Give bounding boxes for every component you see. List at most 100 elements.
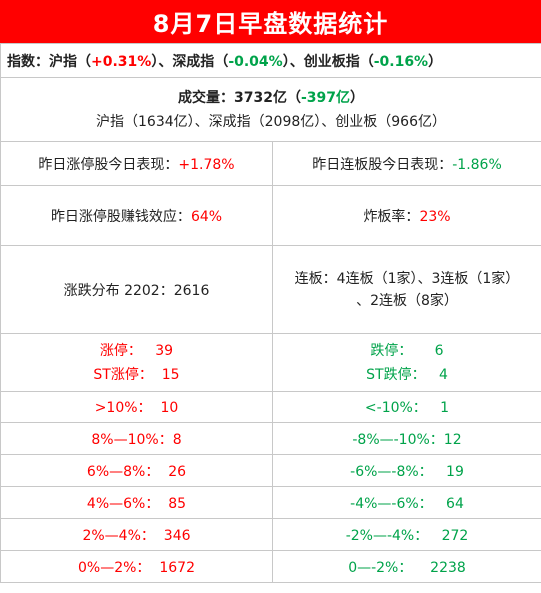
st-limit-down-value: 4 xyxy=(438,366,448,383)
paren-open: （ xyxy=(214,53,229,70)
consecutive-board-line1: 连板：4连板（1家）、3连板（1家） xyxy=(294,270,520,287)
consecutive-board-line2: 、2连板（8家） xyxy=(356,292,458,309)
volume-label: 成交量： xyxy=(177,89,234,106)
page-title: 8月7日早盘数据统计 xyxy=(0,0,541,43)
range-up-value: 8 xyxy=(172,431,182,448)
range-down-value: 2238 xyxy=(430,559,466,576)
range-row: 8%—10%：8 -8%—-10%：12 xyxy=(0,422,541,455)
indices-cell: 指数：沪指（+0.31%）、深成指（-0.04%）、创业板指（-0.16%） xyxy=(0,43,541,78)
sz-index-value: -0.04% xyxy=(228,53,283,70)
range-up-label: 0%—2%： xyxy=(78,559,151,576)
limit-up-line: 涨停： 39 xyxy=(5,339,268,363)
broken-rate-label: 炸板率： xyxy=(363,208,420,225)
limit-up-cell: 涨停： 39 ST涨停： 15 xyxy=(0,333,273,392)
range-up-cell: >10%： 10 xyxy=(0,391,273,423)
volume-row: 成交量：3732亿（-397亿） 沪指（1634亿）、深成指（2098亿）、创业… xyxy=(0,77,541,142)
cy-index-value: -0.16% xyxy=(373,53,429,70)
cy-index-name: 创业板指 xyxy=(303,53,360,70)
range-down-cell: -2%—-4%： 272 xyxy=(272,518,541,551)
distribution-row: 涨跌分布 2202：2616 连板：4连板（1家）、3连板（1家） 、2连板（8… xyxy=(0,245,541,334)
range-row: >10%： 10 <-10%： 1 xyxy=(0,391,541,423)
separator: 、 xyxy=(158,53,173,70)
paren-open: （ xyxy=(77,53,91,70)
paren-close: ） xyxy=(151,53,159,70)
range-up-value: 26 xyxy=(168,463,187,480)
range-row: 6%—8%： 26 -6%—-8%： 19 xyxy=(0,454,541,487)
range-down-value: 19 xyxy=(446,463,464,480)
limit-down-line: 跌停： 6 xyxy=(277,339,537,363)
range-up-value: 85 xyxy=(168,495,187,512)
st-limit-up-label: ST涨停： xyxy=(93,366,153,383)
paren-open: （ xyxy=(286,89,301,106)
limit-count-row: 涨停： 39 ST涨停： 15 跌停： 6 ST跌停： 4 xyxy=(0,333,541,392)
distribution-cell: 涨跌分布 2202：2616 xyxy=(0,245,273,334)
limit-down-value: 6 xyxy=(434,342,444,359)
broken-rate-value: 23% xyxy=(419,208,451,225)
range-down-label: -4%—-6%： xyxy=(350,495,433,512)
volume-cell: 成交量：3732亿（-397亿） 沪指（1634亿）、深成指（2098亿）、创业… xyxy=(0,77,541,142)
range-up-label: 8%—10%： xyxy=(91,431,173,448)
st-limit-up-line: ST涨停： 15 xyxy=(5,363,268,387)
indices-label: 指数： xyxy=(7,53,49,70)
yesterday-performance-row: 昨日涨停股今日表现：+1.78% 昨日连板股今日表现：-1.86% xyxy=(0,141,541,186)
sh-index-name: 沪指 xyxy=(49,53,77,70)
broken-rate-cell: 炸板率：23% xyxy=(272,185,541,246)
sh-index-value: +0.31% xyxy=(91,53,152,70)
range-down-cell: 0—-2%： 2238 xyxy=(272,550,541,583)
paren-close: ） xyxy=(350,89,364,106)
range-up-label: 6%—8%： xyxy=(86,463,160,480)
range-down-label: <-10%： xyxy=(364,400,427,416)
paren-close: ） xyxy=(428,53,443,70)
stats-table: 指数：沪指（+0.31%）、深成指（-0.04%）、创业板指（-0.16%） 成… xyxy=(0,43,541,583)
limitup-performance-cell: 昨日涨停股今日表现：+1.78% xyxy=(0,141,273,186)
range-up-cell: 4%—6%： 85 xyxy=(0,486,273,519)
consecutive-performance-label: 昨日连板股今日表现： xyxy=(312,156,453,173)
range-up-label: >10%： xyxy=(94,400,152,416)
st-limit-up-value: 15 xyxy=(161,366,180,383)
indices-row: 指数：沪指（+0.31%）、深成指（-0.04%）、创业板指（-0.16%） xyxy=(0,43,541,78)
range-down-label: -6%—-8%： xyxy=(350,463,433,480)
profit-row: 昨日涨停股赚钱效应：64% 炸板率：23% xyxy=(0,185,541,246)
range-down-value: 1 xyxy=(440,400,450,416)
range-down-label: 0—-2%： xyxy=(348,559,413,576)
limitup-performance-value: +1.78% xyxy=(178,156,235,173)
st-limit-down-label: ST跌停： xyxy=(366,366,426,383)
range-down-label: -8%—-10%： xyxy=(352,431,444,448)
limit-down-cell: 跌停： 6 ST跌停： 4 xyxy=(272,333,541,392)
limit-up-label: 涨停： xyxy=(99,342,142,359)
volume-change: -397亿 xyxy=(300,89,350,106)
profit-effect-label: 昨日涨停股赚钱效应： xyxy=(50,208,191,225)
range-row: 2%—4%： 346 -2%—-4%： 272 xyxy=(0,518,541,551)
consecutive-performance-value: -1.86% xyxy=(452,156,502,173)
range-row: 0%—2%： 1672 0—-2%： 2238 xyxy=(0,550,541,583)
range-up-label: 2%—4%： xyxy=(82,527,155,544)
limit-up-value: 39 xyxy=(155,342,174,359)
range-down-value: 12 xyxy=(443,431,462,448)
profit-effect-value: 64% xyxy=(190,208,223,225)
range-down-label: -2%—-4%： xyxy=(345,527,429,544)
range-up-value: 10 xyxy=(160,400,179,416)
range-down-value: 272 xyxy=(441,527,469,544)
range-down-cell: -6%—-8%： 19 xyxy=(272,454,541,487)
range-down-cell: <-10%： 1 xyxy=(272,391,541,423)
profit-effect-cell: 昨日涨停股赚钱效应：64% xyxy=(0,185,273,246)
range-up-cell: 2%—4%： 346 xyxy=(0,518,273,551)
consecutive-performance-cell: 昨日连板股今日表现：-1.86% xyxy=(272,141,541,186)
range-up-value: 346 xyxy=(163,527,191,544)
st-limit-down-line: ST跌停： 4 xyxy=(277,363,537,387)
separator: 、 xyxy=(289,53,304,70)
paren-close: ） xyxy=(282,53,290,70)
range-up-value: 1672 xyxy=(159,559,195,576)
range-down-cell: -8%—-10%：12 xyxy=(272,422,541,455)
volume-total: 3732亿 xyxy=(233,89,287,106)
limit-down-label: 跌停： xyxy=(370,342,413,359)
range-up-label: 4%—6%： xyxy=(86,495,160,512)
limitup-performance-label: 昨日涨停股今日表现： xyxy=(38,156,179,173)
range-down-cell: -4%—-6%： 64 xyxy=(272,486,541,519)
consecutive-board-cell: 连板：4连板（1家）、3连板（1家） 、2连板（8家） xyxy=(272,245,541,334)
sz-index-name: 深成指 xyxy=(172,53,215,70)
range-down-value: 64 xyxy=(446,495,464,512)
range-row: 4%—6%： 85 -4%—-6%： 64 xyxy=(0,486,541,519)
range-up-cell: 8%—10%：8 xyxy=(0,422,273,455)
